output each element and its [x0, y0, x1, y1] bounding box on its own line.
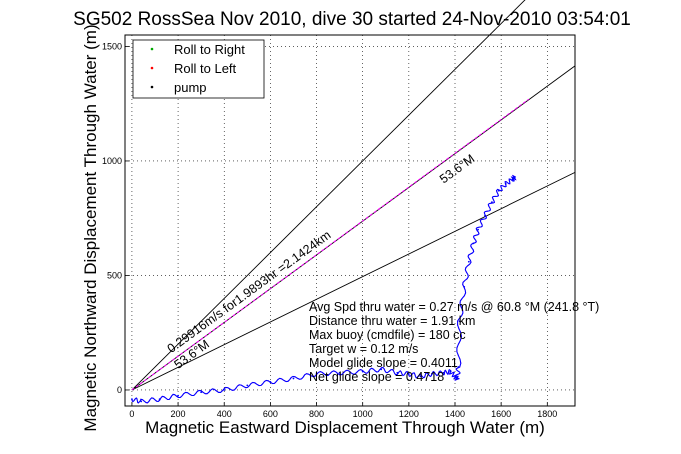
x-axis-label: Magnetic Eastward Displacement Through W… — [145, 418, 545, 437]
legend-marker — [150, 85, 154, 89]
track-point — [246, 384, 249, 387]
y-axis-label: Magnetic Northward Displacement Through … — [81, 24, 100, 431]
y-tick-label: 1500 — [102, 41, 122, 51]
track-point — [467, 260, 470, 263]
track-point — [472, 242, 475, 245]
track-point — [223, 389, 226, 391]
reference-line — [131, 0, 526, 391]
track-point — [315, 373, 318, 375]
track-point — [361, 370, 364, 373]
x-tick-label: 1000 — [353, 409, 373, 419]
x-tick-label: 200 — [171, 409, 186, 419]
legend: Roll to Right Roll to Left pump — [132, 39, 265, 99]
stat-line: Distance thru water = 1.91 km — [309, 314, 475, 328]
track-point — [504, 182, 507, 185]
plot-frame — [124, 34, 576, 407]
stat-line: Model glide slope = 0.4011 — [309, 356, 458, 370]
legend-marker — [150, 66, 154, 70]
track-point — [456, 377, 459, 380]
track-point — [158, 398, 161, 401]
track-point — [419, 375, 422, 378]
track-point — [442, 371, 445, 374]
track-point — [380, 368, 383, 371]
x-tick-label: 400 — [217, 409, 232, 419]
legend-label: Roll to Right — [174, 42, 245, 57]
y-tick-label: 1000 — [102, 156, 122, 166]
track-series — [131, 174, 517, 404]
track-point — [131, 398, 133, 401]
grid-lines — [125, 35, 575, 406]
track-point — [338, 371, 341, 374]
track-point — [457, 366, 460, 368]
x-tick-label: 800 — [309, 409, 324, 419]
axis-ticks: 0 200 400 600 800 1000 1200 1400 1600 1800 0 500 100… — [102, 41, 557, 419]
x-tick-label: 1400 — [445, 409, 465, 419]
stat-line: Net glide slope = 0.4718 — [309, 370, 444, 384]
plot-area: 0 200 400 600 800 1000 1200 1400 1600 1800 0 500 100… — [102, 0, 599, 419]
track-point — [458, 320, 461, 323]
track-point — [491, 201, 493, 204]
track-point — [497, 189, 500, 192]
track-point — [140, 400, 143, 403]
track-point — [396, 371, 399, 374]
x-tick-label: 1200 — [399, 409, 419, 419]
track-point — [292, 377, 295, 380]
track-point — [514, 176, 516, 178]
y-tick-label: 0 — [117, 385, 122, 395]
track-point — [200, 391, 203, 394]
legend-box — [132, 39, 265, 99]
reference-line — [131, 172, 576, 391]
stat-line: Max buoy (cmdfile) = 180 cc — [309, 328, 466, 342]
legend-label: pump — [174, 80, 207, 95]
track-point — [454, 375, 456, 378]
x-tick-label: 1600 — [491, 409, 511, 419]
track-point — [431, 373, 433, 375]
track-point — [477, 228, 479, 231]
magenta-heading-line — [131, 98, 530, 391]
stat-line: Target w = 0.12 m/s — [309, 342, 418, 356]
chart-title: SG502 RossSea Nov 2010, dive 30 started … — [73, 9, 631, 30]
reference-lines — [131, 0, 576, 391]
track-point — [177, 394, 179, 397]
track-point — [407, 373, 410, 375]
y-tick-label: 500 — [107, 270, 122, 280]
track-point — [269, 381, 272, 383]
stat-line: Avg Spd thru water = 0.27 m/s @ 60.8 °M … — [309, 300, 599, 314]
stats-text: Avg Spd thru water = 0.27 m/s @ 60.8 °M … — [309, 300, 599, 384]
track-point — [484, 215, 486, 217]
x-tick-label: 600 — [263, 409, 278, 419]
legend-label: Roll to Left — [174, 61, 237, 76]
x-tick-label: 0 — [129, 409, 134, 419]
track-point — [463, 286, 466, 288]
x-tick-label: 1800 — [537, 409, 557, 419]
track-point — [449, 370, 452, 373]
track-point — [511, 178, 514, 181]
legend-marker — [150, 47, 154, 51]
